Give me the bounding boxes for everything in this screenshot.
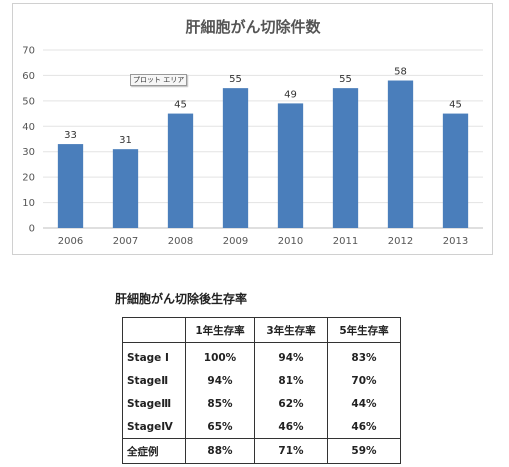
- bar: [387, 80, 414, 228]
- x-tick-label: 2007: [113, 236, 138, 247]
- table-row: StageⅡ 94% 81% 70%: [122, 369, 401, 392]
- y-tick-label: 0: [29, 224, 35, 235]
- table-cell: 81%: [254, 369, 328, 392]
- y-tick-label: 20: [22, 173, 35, 184]
- row-label: StageⅣ: [122, 415, 186, 439]
- chart-panel: 肝細胞がん切除件数 0 10 20 30 40 50 60 70 33 2006 31 2007 45 2…: [12, 3, 493, 255]
- table-cell: 46%: [327, 415, 401, 439]
- data-label: 33: [64, 130, 77, 141]
- data-label: 58: [394, 67, 407, 78]
- y-tick-label: 50: [22, 96, 35, 107]
- table-cell: 100%: [185, 342, 255, 369]
- y-tick-label: 60: [22, 71, 35, 82]
- table-cell: 46%: [254, 415, 328, 439]
- row-label: StageⅡ: [122, 369, 186, 392]
- y-tick-label: 30: [22, 147, 35, 158]
- table-cell: 71%: [254, 438, 328, 464]
- x-tick-label: 2009: [223, 236, 248, 247]
- table-title: 肝細胞がん切除後生存率: [115, 292, 248, 306]
- bar: [442, 113, 469, 228]
- x-tick-label: 2010: [278, 236, 303, 247]
- bar: [222, 88, 249, 229]
- data-label: 49: [284, 89, 297, 100]
- data-label: 45: [174, 100, 187, 111]
- table-cell: 59%: [327, 438, 401, 464]
- table-cell: 83%: [327, 342, 401, 369]
- bar: [277, 103, 304, 228]
- table-row: StageⅣ 65% 46% 46%: [122, 415, 401, 439]
- x-tick-label: 2008: [168, 236, 193, 247]
- table-cell: 85%: [185, 392, 255, 415]
- header-cell-5year: 5年生存率: [327, 317, 401, 343]
- header-cell-3year: 3年生存率: [254, 317, 328, 343]
- y-tick-label: 40: [22, 122, 35, 133]
- bar: [112, 149, 139, 228]
- table-header-row: 1年生存率 3年生存率 5年生存率: [122, 317, 401, 343]
- x-tick-label: 2012: [388, 236, 413, 247]
- table-cell: 44%: [327, 392, 401, 415]
- plot-area-tooltip: プロット エリア: [130, 74, 188, 86]
- row-label: StageⅢ: [122, 392, 186, 415]
- bar: [167, 113, 194, 228]
- row-label: 全症例: [122, 438, 186, 464]
- row-label: Stage Ⅰ: [122, 342, 186, 369]
- header-cell-empty: [122, 317, 186, 343]
- data-label: 55: [339, 74, 352, 85]
- x-tick-label: 2006: [58, 236, 83, 247]
- table-row: StageⅢ 85% 62% 44%: [122, 392, 401, 415]
- header-cell-1year: 1年生存率: [185, 317, 255, 343]
- data-label: 45: [449, 100, 462, 111]
- table-cell: 94%: [185, 369, 255, 392]
- y-tick-label: 70: [22, 46, 35, 57]
- x-tick-label: 2013: [443, 236, 468, 247]
- table-cell: 88%: [185, 438, 255, 464]
- data-label: 31: [119, 135, 132, 146]
- bar-chart: 肝細胞がん切除件数 0 10 20 30 40 50 60 70 33 2006 31 2007 45 2…: [22, 18, 483, 247]
- survival-rate-table: 1年生存率 3年生存率 5年生存率 Stage Ⅰ 100% 94% 83% S…: [122, 317, 401, 464]
- bar: [332, 88, 359, 229]
- table-cell: 70%: [327, 369, 401, 392]
- y-tick-label: 10: [22, 198, 35, 209]
- chart-title: 肝細胞がん切除件数: [185, 18, 321, 36]
- table-row: Stage Ⅰ 100% 94% 83%: [122, 342, 401, 369]
- table-cell: 65%: [185, 415, 255, 439]
- table-cell: 62%: [254, 392, 328, 415]
- table-total-row: 全症例 88% 71% 59%: [122, 438, 401, 464]
- bar: [57, 144, 84, 228]
- data-label: 55: [229, 74, 242, 85]
- table-cell: 94%: [254, 342, 328, 369]
- x-tick-label: 2011: [333, 236, 358, 247]
